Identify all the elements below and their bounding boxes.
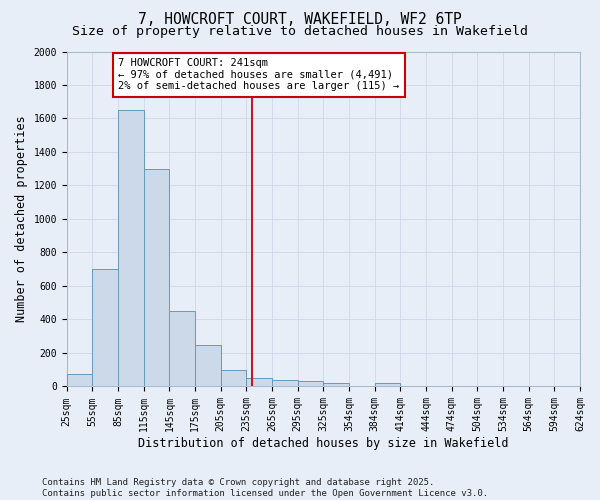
X-axis label: Distribution of detached houses by size in Wakefield: Distribution of detached houses by size …: [138, 437, 509, 450]
Y-axis label: Number of detached properties: Number of detached properties: [15, 116, 28, 322]
Text: 7, HOWCROFT COURT, WAKEFIELD, WF2 6TP: 7, HOWCROFT COURT, WAKEFIELD, WF2 6TP: [138, 12, 462, 28]
Bar: [221, 370, 247, 386]
Bar: [195, 344, 221, 387]
Bar: [118, 110, 144, 386]
Bar: [272, 380, 298, 386]
Text: Contains HM Land Registry data © Crown copyright and database right 2025.
Contai: Contains HM Land Registry data © Crown c…: [42, 478, 488, 498]
Text: 7 HOWCROFT COURT: 241sqm
← 97% of detached houses are smaller (4,491)
2% of semi: 7 HOWCROFT COURT: 241sqm ← 97% of detach…: [118, 58, 400, 92]
Bar: [144, 168, 169, 386]
Bar: [67, 374, 92, 386]
Bar: [375, 383, 400, 386]
Bar: [298, 382, 323, 386]
Bar: [169, 311, 195, 386]
Bar: [92, 269, 118, 386]
Bar: [323, 383, 349, 386]
Bar: [247, 378, 272, 386]
Text: Size of property relative to detached houses in Wakefield: Size of property relative to detached ho…: [72, 25, 528, 38]
